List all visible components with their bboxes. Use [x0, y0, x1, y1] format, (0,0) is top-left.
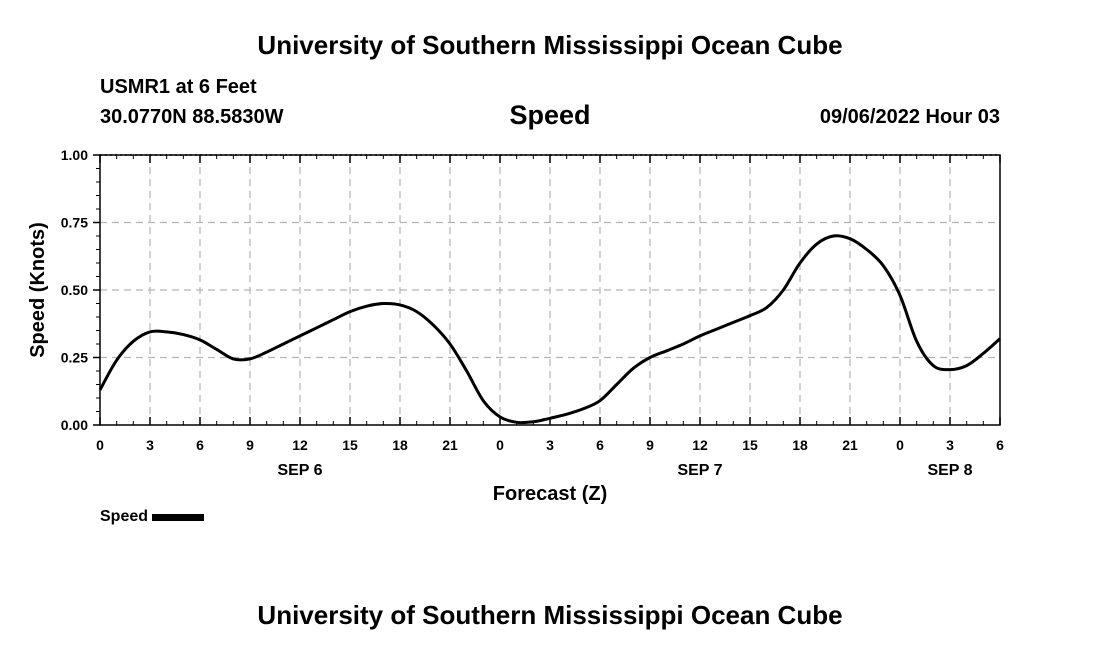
x-tick-label: 6 — [596, 437, 604, 453]
x-tick-label: 9 — [646, 437, 654, 453]
grid-lines — [100, 154, 1000, 425]
y-axis-label: Speed (Knots) — [27, 222, 49, 358]
date-label: SEP 7 — [677, 462, 722, 479]
x-tick-label: 0 — [896, 437, 904, 453]
tick-labels: 0 3 6 9 12 15 18 21 0 3 6 9 12 15 18 21 0 3 6 0.00 0.25 0.50 0… — [61, 147, 1004, 479]
x-tick-label: 0 — [96, 437, 104, 453]
page-title-top: University of Southern Mississippi Ocean… — [257, 30, 843, 60]
forecast-datetime: 09/06/2022 Hour 03 — [819, 106, 1000, 128]
x-tick-label: 12 — [292, 437, 308, 453]
y-tick-label: 0.75 — [61, 215, 88, 231]
x-tick-label: 0 — [496, 437, 504, 453]
chart-title: Speed — [509, 100, 591, 130]
x-tick-label: 18 — [792, 437, 808, 453]
x-tick-label: 3 — [546, 437, 554, 453]
x-axis-label: Forecast (Z) — [493, 483, 607, 505]
station-label: USMR1 at 6 Feet — [100, 76, 257, 98]
x-tick-label: 15 — [742, 437, 758, 453]
y-tick-label: 0.50 — [61, 282, 88, 298]
page-title-bottom: University of Southern Mississippi Ocean… — [257, 600, 843, 630]
x-tick-label: 15 — [342, 437, 358, 453]
date-label: SEP 6 — [277, 462, 322, 479]
legend: Speed — [100, 508, 205, 526]
x-tick-label: 3 — [946, 437, 954, 453]
x-tick-label: 18 — [392, 437, 408, 453]
legend-label: Speed — [100, 508, 149, 525]
y-tick-label: 1.00 — [61, 147, 88, 163]
date-label: SEP 8 — [927, 462, 972, 479]
legend-swatch — [152, 513, 205, 521]
y-tick-label: 0.00 — [61, 417, 88, 433]
x-tick-label: 6 — [196, 437, 204, 453]
axis-ticks — [93, 154, 1001, 426]
x-tick-label: 6 — [996, 437, 1004, 453]
x-tick-label: 21 — [842, 437, 858, 453]
y-tick-label: 0.25 — [61, 350, 88, 366]
x-tick-label: 3 — [146, 437, 154, 453]
series-layer — [98, 234, 1001, 425]
station-coordinates: 30.0770N 88.5830W — [100, 106, 284, 128]
x-tick-label: 12 — [692, 437, 708, 453]
x-tick-label: 21 — [442, 437, 458, 453]
x-tick-label: 9 — [246, 437, 254, 453]
